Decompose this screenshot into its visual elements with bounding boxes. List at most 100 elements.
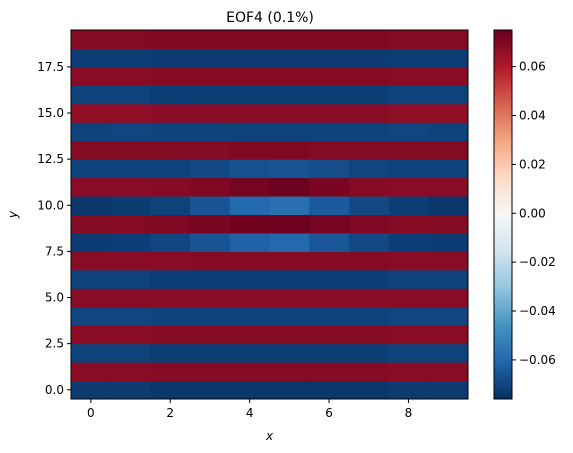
heatmap-cell [388, 288, 429, 308]
heatmap-cell [110, 103, 151, 123]
heatmap-cell [348, 103, 390, 123]
heatmap-cell [150, 66, 191, 86]
heatmap-cell [388, 325, 429, 345]
heatmap-cell [229, 306, 270, 326]
heatmap-cell [190, 196, 231, 215]
heatmap-cells [71, 30, 469, 400]
heatmap-cell [71, 306, 112, 326]
heatmap-cell [71, 251, 112, 271]
heatmap-cell [110, 362, 151, 382]
heatmap-cell [71, 122, 112, 142]
heatmap-cell [229, 177, 270, 197]
heatmap-cell [269, 48, 310, 68]
heatmap-cell [309, 251, 350, 271]
heatmap-cell [269, 269, 310, 289]
heatmap-cell [309, 140, 350, 160]
x-tick-label: 0 [87, 406, 95, 420]
heatmap-cell [348, 269, 390, 289]
heatmap-cell [229, 362, 270, 382]
heatmap-cell [229, 85, 270, 105]
heatmap-cell [110, 269, 151, 289]
heatmap-cell [71, 85, 112, 105]
heatmap-cell [309, 85, 350, 105]
heatmap-cell [110, 214, 151, 234]
heatmap-cell [110, 177, 151, 197]
heatmap-cell [309, 325, 350, 345]
heatmap-cell [269, 122, 310, 142]
heatmap-cell [110, 30, 151, 49]
heatmap-cell [388, 196, 429, 215]
heatmap-cell [150, 214, 191, 234]
heatmap-cell [229, 196, 270, 215]
colorbar-tick-label: 0.06 [519, 60, 546, 74]
heatmap-cell [150, 122, 191, 142]
heatmap-cell [150, 196, 191, 215]
heatmap-cell [309, 122, 350, 142]
heatmap-cell [269, 30, 310, 49]
heatmap-cell [190, 177, 231, 197]
heatmap-cell [269, 232, 310, 252]
heatmap-cell [71, 232, 112, 252]
heatmap-cell [348, 380, 390, 400]
y-tick-label: 10.0 [37, 198, 64, 212]
heatmap-cell [150, 306, 191, 326]
heatmap-cell [110, 343, 151, 363]
heatmap-cell [110, 140, 151, 160]
heatmap-cell [348, 177, 390, 197]
colorbar-tick-label: 0.00 [519, 206, 546, 220]
heatmap-cell [348, 343, 390, 363]
heatmap-cell [110, 288, 151, 308]
heatmap-cell [309, 66, 350, 86]
heatmap-cell [309, 380, 350, 400]
heatmap-cell [71, 196, 112, 215]
heatmap-cell [388, 159, 429, 179]
heatmap-cell [229, 30, 270, 49]
heatmap-cell [190, 103, 231, 123]
colorbar-tick-label: 0.02 [519, 157, 546, 171]
heatmap-cell [388, 66, 429, 86]
heatmap-cell [190, 380, 231, 400]
heatmap-cell [71, 140, 112, 160]
heatmap-cell [428, 306, 469, 326]
heatmap-cell [388, 214, 429, 234]
y-tick-label: 7.5 [45, 244, 64, 258]
heatmap-cell [428, 380, 469, 400]
heatmap-cell [388, 48, 429, 68]
heatmap-cell [309, 103, 350, 123]
heatmap-cell [190, 85, 231, 105]
heatmap-cell [348, 306, 390, 326]
x-tick-label: 2 [166, 406, 174, 420]
heatmap-cell [229, 380, 270, 400]
colorbar-tick-label: −0.06 [519, 353, 556, 367]
plot-frame [70, 29, 469, 400]
heatmap-cell [71, 269, 112, 289]
heatmap-cell [71, 66, 112, 86]
heatmap-cell [71, 380, 112, 400]
heatmap-cell [269, 214, 310, 234]
heatmap-cell [190, 232, 231, 252]
heatmap-cell [269, 196, 310, 215]
heatmap-cell [428, 85, 469, 105]
heatmap-cell [150, 343, 191, 363]
heatmap-cell [71, 288, 112, 308]
heatmap-cell [428, 251, 469, 271]
heatmap-cell [150, 159, 191, 179]
heatmap-cell [428, 362, 469, 382]
heatmap-cell [269, 159, 310, 179]
heatmap-cell [71, 30, 112, 49]
heatmap-cell [348, 251, 390, 271]
heatmap-cell [428, 30, 469, 49]
heatmap-cell [110, 196, 151, 215]
heatmap-cell [309, 196, 350, 215]
heatmap-cell [229, 103, 270, 123]
heatmap-cell [110, 66, 151, 86]
heatmap-cell [269, 325, 310, 345]
heatmap-cell [428, 103, 469, 123]
heatmap-cell [229, 66, 270, 86]
heatmap-cell [428, 343, 469, 363]
heatmap-cell [388, 122, 429, 142]
colorbar-axis: −0.06 −0.04 −0.02 0.00 0.02 0.04 0.06 [512, 60, 556, 367]
heatmap-cell [269, 177, 310, 197]
y-tick-label: 2.5 [45, 337, 64, 351]
